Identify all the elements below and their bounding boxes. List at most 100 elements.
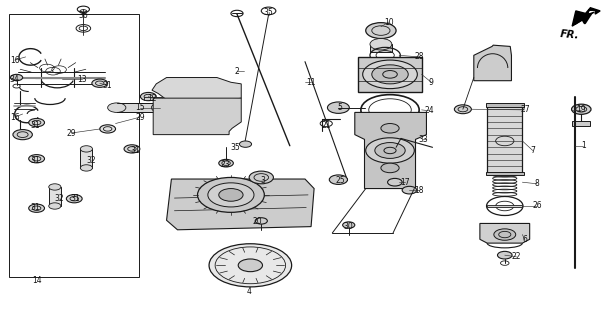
Text: 35: 35 [231,143,240,152]
Circle shape [371,65,408,84]
Circle shape [366,138,414,163]
Circle shape [329,175,348,184]
Circle shape [375,142,405,158]
Bar [359,57,422,92]
Text: 9: 9 [429,78,434,87]
Circle shape [494,229,515,240]
Bar [9,14,139,277]
Text: 31: 31 [30,203,40,212]
Text: 27: 27 [520,105,529,114]
Text: 34: 34 [10,75,20,84]
Text: 7: 7 [530,146,535,155]
Polygon shape [152,77,241,100]
Circle shape [249,171,273,184]
Circle shape [255,218,267,224]
Text: 15: 15 [135,103,145,112]
Circle shape [572,104,591,114]
Bar [487,205,522,207]
Text: 21: 21 [321,121,331,130]
Circle shape [49,184,61,190]
Circle shape [198,178,264,212]
Circle shape [381,163,399,173]
Circle shape [219,159,234,167]
Text: 16: 16 [10,56,20,65]
Text: 8: 8 [534,179,539,188]
Bar [486,103,523,107]
Text: 29: 29 [135,113,145,122]
Bar [81,149,93,168]
Text: 31: 31 [30,121,40,130]
Circle shape [29,204,45,212]
Bar [117,103,160,112]
Circle shape [107,103,126,112]
Text: 31: 31 [130,146,140,155]
Text: 1: 1 [581,141,586,150]
Circle shape [208,183,254,207]
Text: 31: 31 [103,81,112,90]
Text: 13: 13 [77,75,87,84]
Text: 4: 4 [246,287,251,296]
Text: 32: 32 [87,156,96,164]
Circle shape [343,222,355,228]
Circle shape [219,188,243,201]
Circle shape [66,195,82,203]
Circle shape [366,23,396,38]
Text: 6: 6 [522,236,527,244]
Circle shape [49,203,61,209]
Text: 23: 23 [220,160,229,169]
Circle shape [402,186,417,194]
Bar [572,121,590,126]
Text: 11: 11 [306,78,316,87]
Polygon shape [153,98,241,135]
Text: FR.: FR. [560,29,580,41]
Polygon shape [572,8,600,26]
Circle shape [370,38,392,50]
Circle shape [10,74,23,81]
Circle shape [381,124,399,133]
Text: 19: 19 [576,105,586,114]
Text: 17: 17 [400,178,410,187]
Text: 33: 33 [418,135,428,144]
Text: 36: 36 [79,11,88,20]
Polygon shape [480,223,529,243]
Circle shape [81,165,93,171]
Text: 22: 22 [512,252,521,261]
Text: 5: 5 [338,103,343,112]
Circle shape [140,92,156,101]
Circle shape [124,145,140,153]
Text: 32: 32 [54,194,64,203]
Circle shape [498,252,512,259]
Text: 25: 25 [336,176,345,185]
Text: 30: 30 [344,222,354,231]
Circle shape [151,103,170,112]
Circle shape [29,118,45,127]
Circle shape [13,130,32,140]
Text: 35: 35 [264,8,273,17]
Text: 10: 10 [384,18,393,27]
Polygon shape [474,45,511,81]
Polygon shape [355,112,426,188]
Text: 3: 3 [260,176,265,185]
Bar [370,44,392,52]
Text: 29: 29 [66,129,76,138]
Text: 12: 12 [147,94,157,103]
Text: 16: 16 [10,113,20,122]
Text: 14: 14 [32,276,41,285]
Text: 2: 2 [235,67,239,76]
Bar [486,172,523,175]
Circle shape [81,146,93,152]
Text: 20: 20 [253,217,262,226]
Circle shape [209,244,292,287]
Circle shape [29,155,45,163]
Circle shape [100,125,115,133]
Bar [487,105,522,174]
Circle shape [363,60,417,89]
Bar [144,97,162,100]
Text: 24: 24 [425,106,434,115]
Text: 18: 18 [414,186,424,195]
Text: 28: 28 [414,52,424,61]
Text: 26: 26 [532,202,542,211]
Circle shape [387,178,402,186]
Bar [49,187,61,206]
Circle shape [92,79,107,87]
